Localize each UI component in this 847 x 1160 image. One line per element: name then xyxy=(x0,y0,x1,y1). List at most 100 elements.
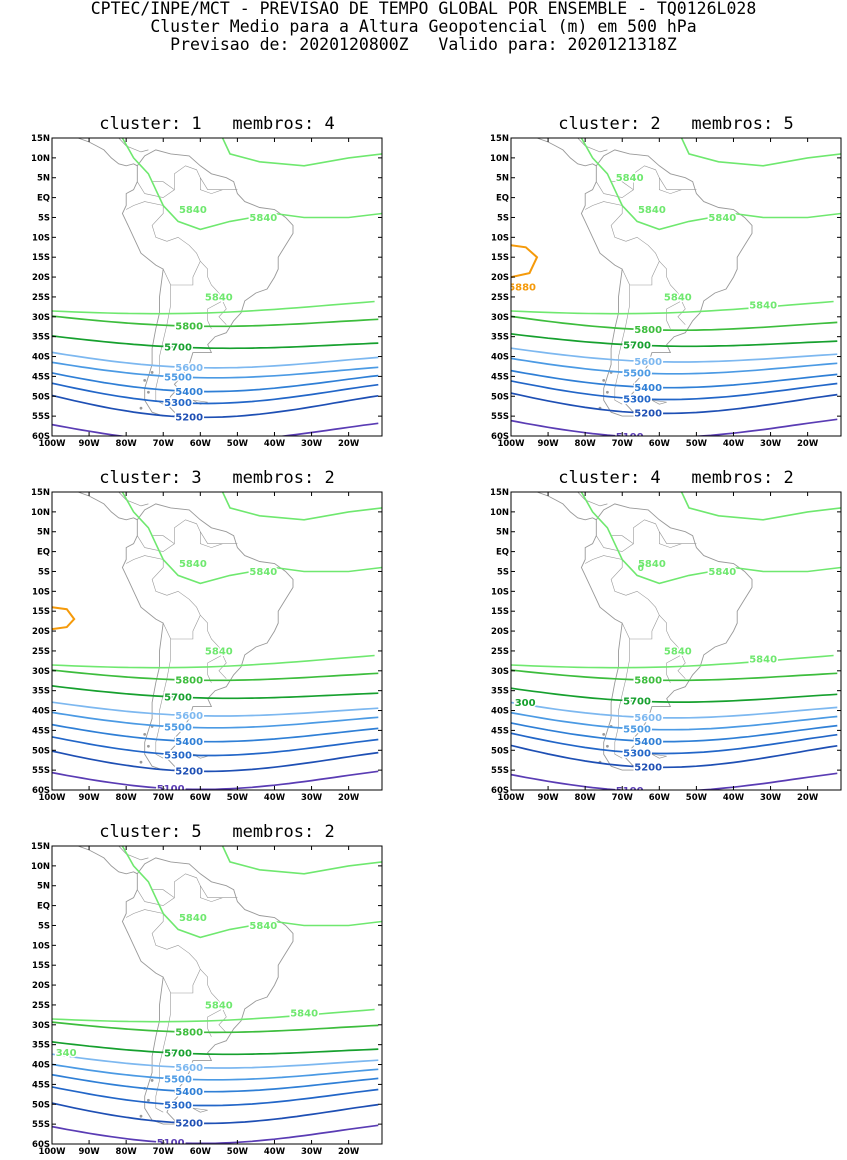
contour-label-5840: 5840 xyxy=(179,913,207,924)
map-layer: 5800570056005500540053005200510058405840… xyxy=(52,846,382,1144)
contour-label-5800: 5800 xyxy=(175,1028,203,1039)
contour-5500 xyxy=(52,361,379,379)
lat-label: 20S xyxy=(32,627,50,637)
lon-label: 30W xyxy=(760,439,782,449)
contour-label-5600: 5600 xyxy=(634,357,662,368)
lat-label: 20S xyxy=(491,627,509,637)
lon-label: 60W xyxy=(190,439,212,449)
lat-label: 35S xyxy=(491,687,509,697)
country-border xyxy=(137,181,175,198)
contour-5880 xyxy=(52,606,76,631)
lon-label: 100W xyxy=(38,793,66,803)
island-dot xyxy=(139,1114,143,1118)
lat-label: 5N xyxy=(37,174,50,184)
contour-5840 xyxy=(121,846,382,939)
map-canvas: 5800570056005500540053005200510058405840… xyxy=(490,488,842,803)
lat-label: 10N xyxy=(490,154,509,164)
contour-label-5840: 5840 xyxy=(249,213,277,224)
country-border xyxy=(152,519,238,545)
lat-label: 5S xyxy=(497,213,509,223)
lat-label: 60S xyxy=(32,432,50,442)
lat-label: 55S xyxy=(32,766,50,776)
contour-5600 xyxy=(511,701,838,719)
lon-label: 40W xyxy=(264,1147,286,1157)
lat-label: 30S xyxy=(491,667,509,677)
lat-label: 15S xyxy=(491,607,509,617)
lat-label: 55S xyxy=(32,412,50,422)
lat-label: 20S xyxy=(491,273,509,283)
lon-label: 100W xyxy=(38,1147,66,1157)
island-dot xyxy=(150,1079,154,1082)
country-border xyxy=(152,165,238,191)
lon-label: 100W xyxy=(497,439,525,449)
contour-5100 xyxy=(511,418,838,436)
falklands-outline xyxy=(192,1107,208,1113)
country-border xyxy=(126,555,168,596)
contour-5100 xyxy=(52,1124,379,1144)
contour-label-5100: 5100 xyxy=(157,784,185,795)
map-layer: 5800570056005500540053005200510058405840… xyxy=(52,138,382,447)
contour-label-5840: 5840 xyxy=(249,921,277,932)
lat-label: 40S xyxy=(32,707,50,717)
lat-label: 35S xyxy=(491,333,509,343)
lon-label: 80W xyxy=(116,1147,138,1157)
contour-label-5800: 5800 xyxy=(634,676,662,687)
contour-label-5700: 5700 xyxy=(164,1049,192,1060)
lon-label: 40W xyxy=(723,793,745,803)
header-line-2: Cluster Medio para a Altura Geopotencial… xyxy=(150,17,697,36)
contour-label-5100: 5100 xyxy=(157,436,185,447)
lat-label: EQ xyxy=(37,194,50,204)
contour-5840 xyxy=(221,846,382,875)
coastline-south-america xyxy=(580,503,753,771)
contour-label-5840: 5840 xyxy=(664,292,692,303)
lat-label: 5S xyxy=(38,921,50,931)
lat-label: 50S xyxy=(491,746,509,756)
country-border xyxy=(170,261,201,286)
contour-5800 xyxy=(511,669,838,682)
lon-label: 90W xyxy=(537,439,559,449)
lat-label: 5N xyxy=(496,174,509,184)
contour-5200 xyxy=(52,1102,379,1125)
country-border xyxy=(596,535,634,552)
contour-5300 xyxy=(52,1086,379,1107)
contour-5840 xyxy=(680,492,841,521)
country-border xyxy=(200,531,223,548)
lat-label: EQ xyxy=(496,548,509,558)
lon-label: 20W xyxy=(797,793,819,803)
lon-label: 50W xyxy=(227,1147,249,1157)
lat-label: 45S xyxy=(32,372,50,382)
coastline-caribbean xyxy=(118,138,149,153)
contour-5840 xyxy=(680,138,841,167)
lat-label: 45S xyxy=(32,726,50,736)
contour-5840 xyxy=(221,138,382,167)
contour-5100 xyxy=(52,422,379,436)
lat-label: 25S xyxy=(32,1001,50,1011)
country-border xyxy=(611,519,697,545)
map-layer: 5800570056005500540053005200510058405840… xyxy=(511,138,841,436)
contour-label-5840: 5840 xyxy=(249,567,277,578)
country-border xyxy=(585,201,627,242)
contour-label-5700: 5700 xyxy=(164,343,192,354)
lat-label: 10N xyxy=(490,508,509,518)
lon-label: 60W xyxy=(190,793,212,803)
contour-5600 xyxy=(52,1053,379,1069)
lon-label: 80W xyxy=(116,793,138,803)
lon-label: 90W xyxy=(78,793,100,803)
coastline-central-america xyxy=(52,492,138,521)
coastline-caribbean xyxy=(118,846,149,861)
lat-label: 40S xyxy=(491,707,509,717)
contour-5840 xyxy=(121,492,382,585)
contour-5840 xyxy=(511,300,834,315)
lon-label: 90W xyxy=(78,439,100,449)
contour-5800 xyxy=(52,669,379,682)
lon-label: 80W xyxy=(575,793,597,803)
island-dot xyxy=(606,390,609,394)
lat-label: 15S xyxy=(32,961,50,971)
contour-5400 xyxy=(52,372,379,393)
lat-label: 10N xyxy=(31,862,50,872)
contour-5800 xyxy=(511,315,838,332)
contour-5500 xyxy=(511,357,838,375)
lat-label: 5N xyxy=(37,528,50,538)
map-frame xyxy=(51,845,383,1145)
country-border xyxy=(614,622,630,759)
